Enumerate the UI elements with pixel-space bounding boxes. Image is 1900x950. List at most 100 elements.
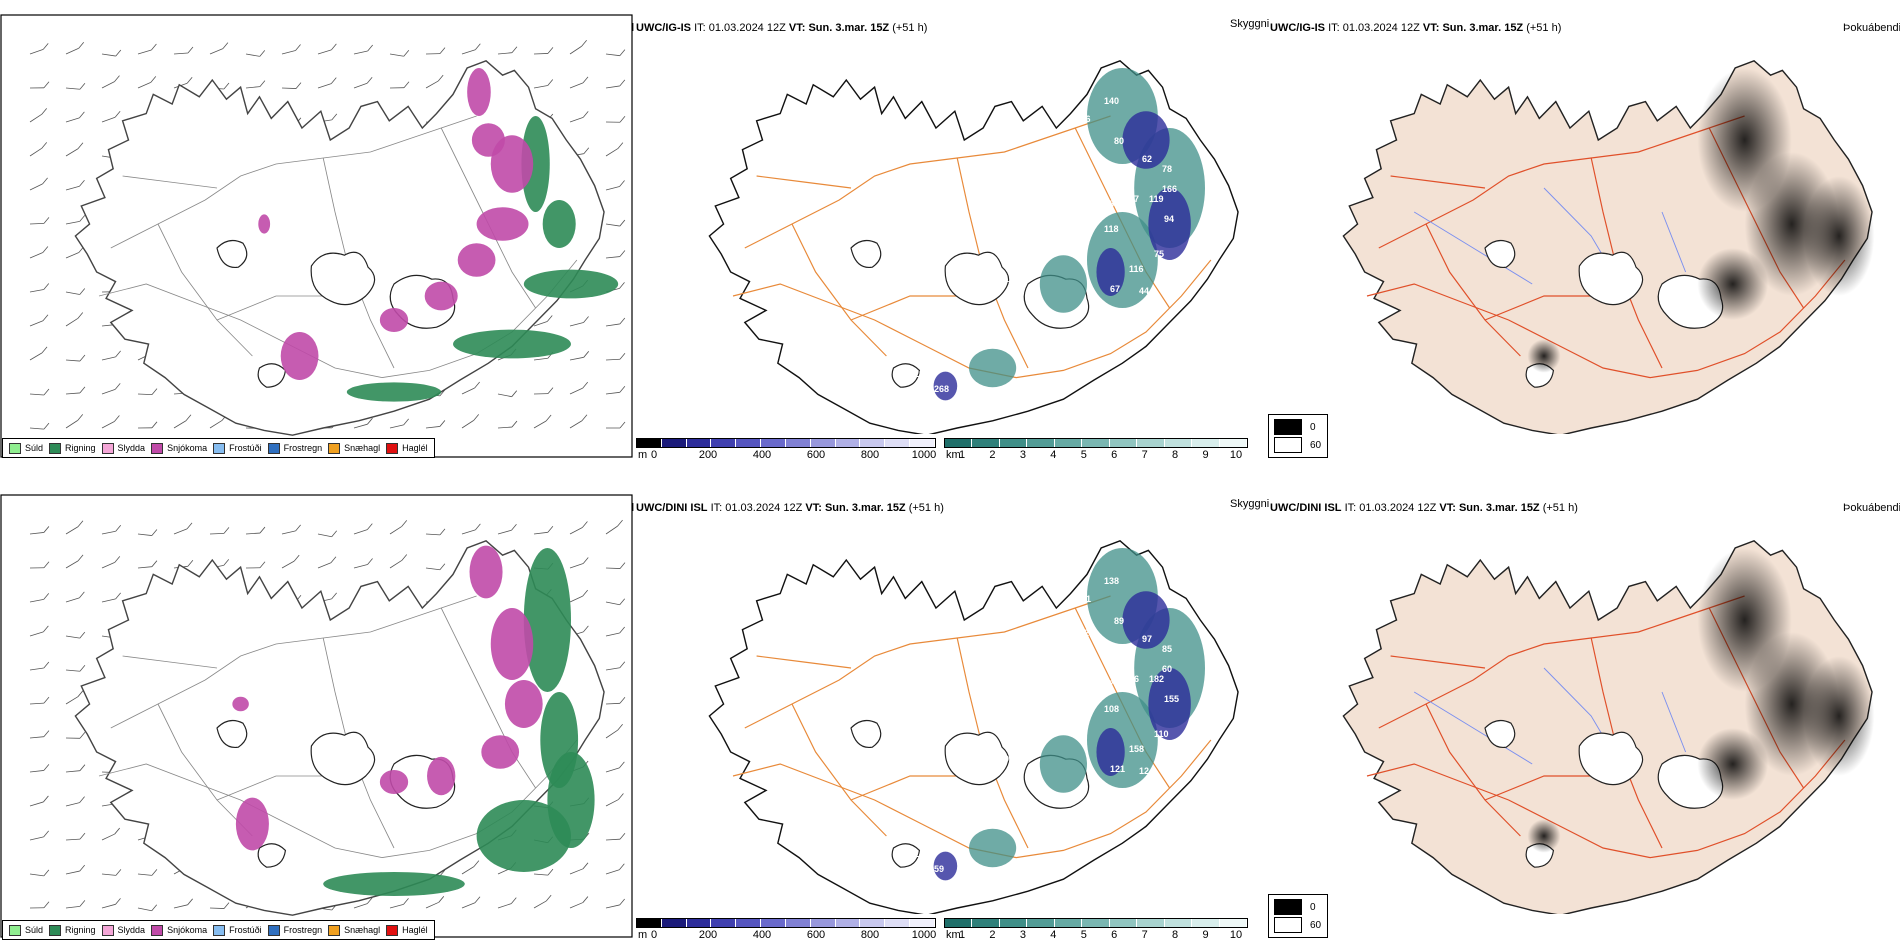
legend-item: Frostúði: [213, 924, 262, 936]
colorbar-swatch: [810, 919, 836, 927]
glacier-outline: [944, 731, 1010, 786]
road-line: [1390, 175, 1486, 189]
legend-label: Snjókoma: [167, 925, 208, 935]
colorbar-tick-label: 600: [806, 449, 826, 461]
low-ceiling-area: [1096, 248, 1125, 296]
lead-time: (+51 h): [908, 502, 944, 514]
low-visibility-area: [969, 348, 1017, 388]
wind-barb: [569, 322, 584, 327]
colorbar-swatch: [810, 439, 836, 447]
road-line: [850, 295, 958, 321]
wind-barb: [425, 426, 440, 429]
legend-item: Snjókoma: [151, 442, 207, 454]
wind-barb: [317, 562, 332, 569]
wind-barb: [281, 87, 297, 89]
wind-barb: [101, 389, 116, 395]
colorbar-swatch: [736, 439, 762, 447]
wind-barb: [209, 532, 225, 535]
colorbar-swatch: [910, 919, 935, 927]
wind-barb: [65, 802, 80, 807]
colorbar-tick-label: 9: [1202, 929, 1209, 941]
fog-legend-label: 0: [1310, 901, 1316, 913]
legend-swatch: [213, 924, 226, 936]
wind-barb: [65, 696, 79, 705]
glacier-outline: [1578, 731, 1644, 786]
wind-barb: [173, 420, 187, 429]
wind-barb: [101, 530, 116, 535]
valid-time: Sun. 3.mar. 15Z: [808, 22, 890, 34]
river-line: [1413, 691, 1533, 765]
legend-label: Slydda: [117, 443, 146, 453]
wind-barb: [425, 567, 440, 571]
ceiling-value-label: 67: [1110, 284, 1121, 294]
colorbar-swatch: [661, 919, 687, 927]
road-line: [1366, 259, 1846, 379]
ceiling-value-label: 109: [1054, 654, 1070, 664]
low-ceiling-area: [1122, 591, 1170, 649]
wind-barb: [65, 117, 80, 123]
legend-swatch: [267, 924, 280, 936]
legend-item: Snæhagl: [328, 442, 380, 454]
wind-barb: [29, 183, 43, 191]
wind-barb: [101, 903, 116, 909]
wind-barb: [209, 907, 225, 909]
wind-barb: [533, 531, 548, 535]
wind-barb: [137, 393, 153, 396]
legend-item: Rigning: [49, 924, 96, 936]
colorbar-swatch: [1109, 439, 1138, 447]
fog-index-area: [1697, 248, 1769, 320]
wind-barb: [533, 873, 548, 876]
fog-map: [1342, 59, 1875, 434]
colorbar-tick-label: 600: [806, 929, 826, 941]
wind-barb: [29, 427, 44, 430]
wind-barb: [569, 387, 583, 395]
wind-barb: [65, 905, 80, 909]
legend-item: Haglél: [386, 442, 428, 454]
ceiling-colorbar: m 0 200 400 600 800 1000: [636, 918, 936, 942]
wind-barb: [569, 868, 584, 875]
legend-item: Slydda: [101, 442, 146, 454]
panel-header: UWC/IG-IS IT: 01.03.2024 12Z VT: Sun. 3.…: [1270, 22, 1562, 34]
legend-swatch: [49, 924, 62, 936]
wind-barb: [605, 323, 620, 327]
colorbar-tick-label: 3: [1019, 449, 1026, 461]
colorbar-tick-label: 8: [1172, 929, 1179, 941]
legend-swatch: [151, 442, 164, 454]
legend-item: Frostúði: [213, 442, 262, 454]
colorbar-tick-label: 6: [1111, 449, 1118, 461]
road-line: [791, 223, 887, 357]
wind-barb: [101, 421, 115, 429]
river-line: [1661, 691, 1687, 753]
precip-type-map: [0, 14, 633, 458]
colorbar-ticks: km 1 2 3 4 5 6 7 8 9 10: [944, 448, 1248, 462]
road-line: [440, 607, 536, 789]
wind-barb: [569, 595, 583, 603]
colorbar-unit: m: [638, 929, 648, 941]
colorbar-swatch: [885, 919, 911, 927]
wind-barb: [353, 50, 368, 55]
legend-label: Súld: [25, 925, 44, 935]
wind-barb: [209, 48, 224, 55]
rain-area: [523, 548, 571, 692]
wind-barb: [605, 601, 620, 606]
ceiling-value-label: 60: [1162, 664, 1173, 674]
colorbar-swatch: [860, 439, 886, 447]
colorbar-tick-label: 200: [698, 929, 718, 941]
visibility-colorbar: km 1 2 3 4 5 6 7 8 9 10: [944, 918, 1248, 942]
model-name: UWC/IG-IS: [1270, 22, 1325, 34]
colorbar-tick-label: 4: [1050, 449, 1057, 461]
colorbar-swatch: [1054, 439, 1083, 447]
wind-barb: [569, 563, 584, 569]
coastline: [74, 539, 605, 916]
wind-barb: [605, 904, 620, 909]
colorbar-swatches: [944, 918, 1248, 928]
colorbar-tick-label: 5: [1080, 929, 1087, 941]
wind-barb: [137, 49, 152, 55]
wind-barb: [29, 532, 44, 535]
colorbar-tick-label: 10: [1229, 929, 1243, 941]
colorbar-tick-label: 5: [1080, 449, 1087, 461]
colorbar-swatches: [636, 438, 936, 448]
wind-barb: [245, 86, 260, 89]
fog-legend-item: 0: [1274, 418, 1322, 436]
wind-barb: [389, 903, 404, 909]
